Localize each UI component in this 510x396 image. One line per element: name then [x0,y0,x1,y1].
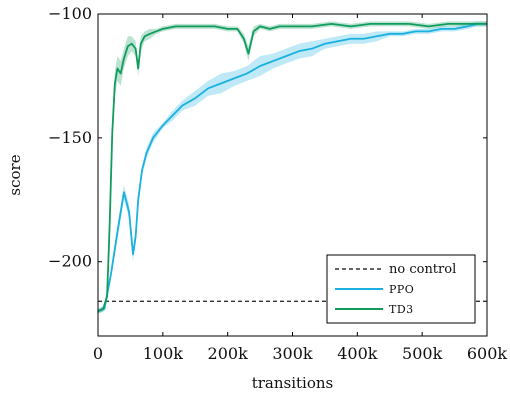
legend-label: TD3 [389,303,414,316]
x-tick-label: 600k [467,344,508,363]
y-axis-label: score [6,154,24,195]
x-axis-label: transitions [252,374,334,392]
band-ppo [98,21,487,314]
x-tick-label: 400k [337,344,378,363]
series-line-ppo [97,23,487,313]
x-tick-label: 100k [143,344,184,363]
x-tick-label: 300k [272,344,313,363]
legend: no control PPO TD3 [326,254,476,324]
y-tick-label: −150 [48,128,92,147]
y-tick-label: −100 [48,4,92,23]
y-tick-label: −200 [48,252,92,271]
legend-label: PPO [389,283,414,296]
x-tick-label: 200k [208,344,249,363]
axes: 0 100k 200k 300k 400k 500k 600k −100 −150 −200 [48,4,507,363]
legend-label: no control [389,262,456,277]
x-tick-label: 0 [93,344,103,363]
x-tick-label: 500k [402,344,443,363]
series-line-td3 [97,23,487,313]
confidence-bands [98,21,487,314]
